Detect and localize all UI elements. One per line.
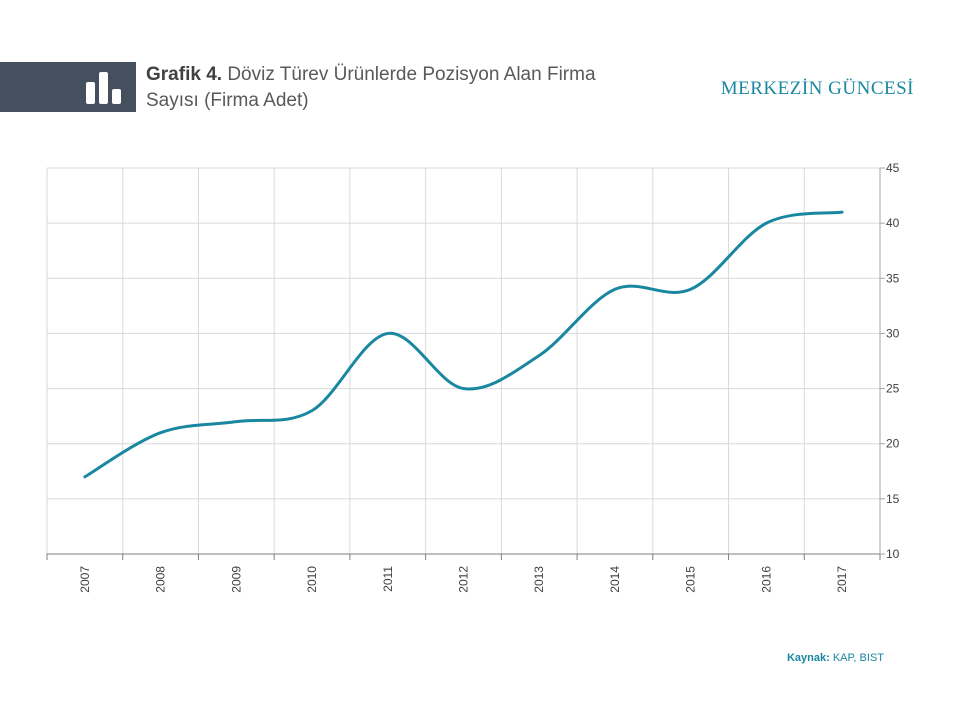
y-tick-label: 40 — [886, 216, 900, 230]
title-line-2: Sayısı (Firma Adet) — [146, 90, 309, 111]
source-label: Kaynak: — [786, 652, 830, 664]
data-point — [538, 354, 541, 357]
x-tick-label: 2010 — [305, 566, 319, 593]
brand-name: MERKEZİN GÜNCESİ — [720, 78, 914, 99]
x-tick-label: 2012 — [457, 566, 471, 593]
x-tick-label: 2014 — [608, 566, 622, 593]
data-point — [841, 211, 844, 214]
y-tick-label: 35 — [886, 271, 900, 285]
x-tick-label: 2016 — [759, 566, 773, 593]
data-point — [765, 222, 768, 225]
x-tick-label: 2009 — [229, 566, 243, 593]
y-tick-label: 20 — [886, 437, 900, 451]
series-line — [83, 210, 844, 479]
source-value: KAP, BIST — [832, 652, 884, 664]
x-tick-label: 2017 — [835, 566, 849, 593]
x-tick-label: 2011 — [381, 566, 395, 592]
x-tick-label: 2007 — [78, 566, 92, 593]
chart-title: Grafik 4. Döviz Türev Ürünlerde Pozisyon… — [146, 62, 706, 114]
y-tick-label: 25 — [886, 382, 900, 396]
data-point — [386, 332, 389, 335]
data-point — [311, 409, 314, 412]
source-note: Kaynak: KAP, BIST — [787, 652, 884, 664]
y-tick-label: 45 — [886, 161, 900, 175]
data-point — [159, 431, 162, 434]
x-tick-label: 2015 — [684, 566, 698, 593]
data-point — [462, 387, 465, 390]
data-point — [689, 288, 692, 291]
y-tick-label: 15 — [886, 492, 900, 506]
y-tick-label: 10 — [886, 547, 900, 561]
data-point — [235, 420, 238, 423]
figure-label: Grafik 4. — [146, 64, 223, 85]
data-point — [83, 475, 86, 478]
data-point — [613, 288, 616, 291]
x-tick-label: 2013 — [532, 566, 546, 593]
y-tick-label: 30 — [886, 326, 900, 340]
bar-chart-icon — [86, 72, 121, 104]
x-tick-label: 2008 — [154, 566, 168, 593]
title-line-1: Döviz Türev Ürünlerde Pozisyon Alan Firm… — [227, 64, 596, 85]
header-icon-block — [0, 62, 136, 112]
